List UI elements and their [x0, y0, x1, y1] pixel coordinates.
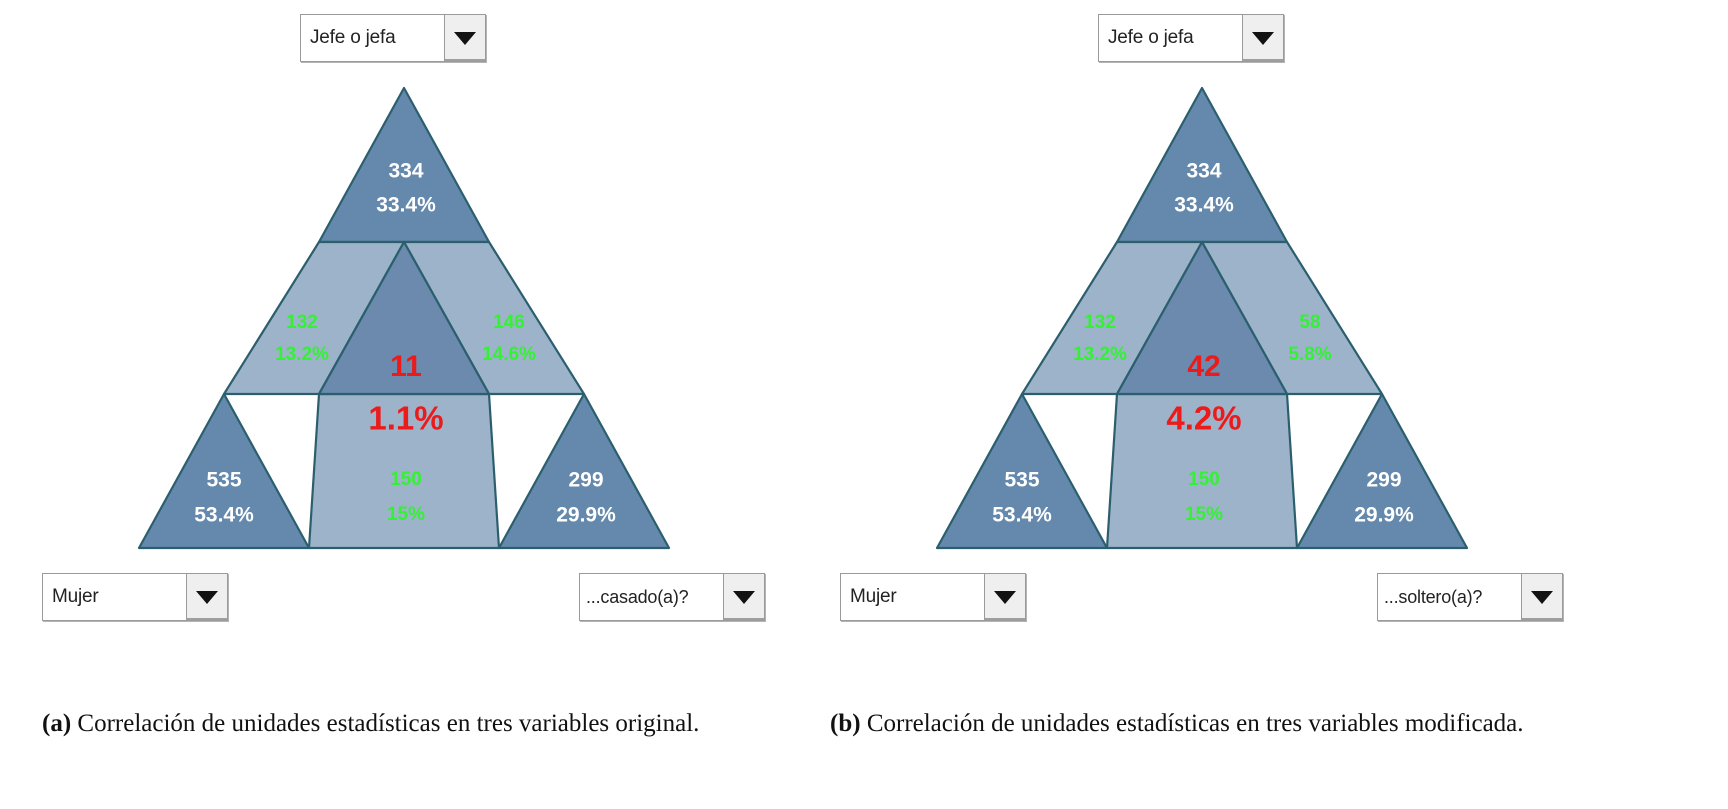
- region-bottom-right-a: [497, 392, 671, 550]
- caption-b-text: Correlación de unidades estadísticas en …: [860, 710, 1524, 737]
- label-top-percent-b: 33.4%: [1174, 194, 1234, 217]
- chevron-down-icon: [196, 590, 218, 604]
- chevron-down-icon: [1531, 590, 1553, 604]
- dropdown-top-b-button[interactable]: [1242, 15, 1283, 61]
- caption-b-marker: (b): [830, 710, 861, 737]
- chevron-down-icon: [733, 590, 755, 604]
- caption-a-text: Correlación de unidades estadísticas en …: [71, 710, 700, 737]
- region-bottom-right-b: [1295, 392, 1469, 550]
- dropdown-bottom-right-a-button[interactable]: [723, 574, 764, 620]
- label-bottom-right-count-a: 299: [568, 469, 603, 492]
- label-bottom-left-percent-b: 53.4%: [992, 504, 1052, 527]
- label-bottom-overlap-count-a: 150: [390, 469, 422, 490]
- label-bottom-right-percent-a: 29.9%: [556, 504, 616, 527]
- dropdown-bottom-left-a-value: Mujer: [52, 586, 99, 607]
- caption-b: (b) Correlación de unidades estadísticas…: [830, 708, 1542, 740]
- label-center-count-b: 42: [1187, 350, 1220, 383]
- figure-a: Jefe o jefa: [14, 0, 826, 809]
- dropdown-bottom-left-b-value: Mujer: [850, 586, 897, 607]
- dropdown-bottom-left-a-button[interactable]: [186, 574, 227, 620]
- label-bottom-right-count-b: 299: [1366, 469, 1401, 492]
- label-center-percent-b: 4.2%: [1166, 400, 1241, 437]
- label-left-overlap-percent-a: 13.2%: [275, 344, 329, 365]
- dropdown-top-a-value: Jefe o jefa: [310, 27, 396, 48]
- venn-triangle-b-svg: 334 33.4% 132 13.2% 58 5.8% 42 4.2% 535 …: [935, 86, 1469, 550]
- label-bottom-left-count-b: 535: [1004, 469, 1039, 492]
- chevron-down-icon: [454, 31, 476, 45]
- dropdown-bottom-left-b[interactable]: Mujer: [840, 573, 1026, 621]
- label-bottom-overlap-percent-b: 15%: [1185, 504, 1223, 525]
- label-bottom-overlap-count-b: 150: [1188, 469, 1220, 490]
- region-bottom-left-a: [137, 392, 311, 550]
- dropdown-bottom-right-a-value: ...casado(a)?: [586, 586, 689, 607]
- label-top-count-a: 334: [388, 160, 423, 183]
- dropdown-bottom-right-b-value: ...soltero(a)?: [1384, 586, 1483, 607]
- label-top-percent-a: 33.4%: [376, 194, 436, 217]
- dropdown-top-a[interactable]: Jefe o jefa: [300, 14, 486, 62]
- dropdown-bottom-right-b-button[interactable]: [1521, 574, 1562, 620]
- label-bottom-overlap-percent-a: 15%: [387, 504, 425, 525]
- venn-triangle-a: 334 33.4% 132 13.2% 146 14.6% 11 1.1% 53…: [124, 80, 684, 560]
- region-bottom-left-b: [935, 392, 1109, 550]
- label-left-overlap-count-b: 132: [1084, 312, 1116, 333]
- label-center-count-a: 11: [390, 350, 422, 383]
- label-bottom-right-percent-b: 29.9%: [1354, 504, 1414, 527]
- dropdown-top-b[interactable]: Jefe o jefa: [1098, 14, 1284, 62]
- dropdown-bottom-right-a[interactable]: ...casado(a)?: [579, 573, 765, 621]
- dropdown-bottom-right-b[interactable]: ...soltero(a)?: [1377, 573, 1563, 621]
- label-right-overlap-count-b: 58: [1299, 312, 1320, 333]
- label-bottom-left-percent-a: 53.4%: [194, 504, 254, 527]
- label-bottom-left-count-a: 535: [206, 469, 241, 492]
- label-left-overlap-percent-b: 13.2%: [1073, 344, 1127, 365]
- venn-triangle-a-svg: 334 33.4% 132 13.2% 146 14.6% 11 1.1% 53…: [137, 86, 671, 550]
- caption-a-marker: (a): [42, 710, 72, 737]
- label-right-overlap-count-a: 146: [493, 312, 525, 333]
- dropdown-top-a-button[interactable]: [444, 15, 485, 61]
- label-top-count-b: 334: [1186, 160, 1221, 183]
- venn-triangle-b: 334 33.4% 132 13.2% 58 5.8% 42 4.2% 535 …: [922, 80, 1482, 560]
- label-right-overlap-percent-b: 5.8%: [1288, 344, 1331, 365]
- region-center-a: [317, 240, 491, 396]
- label-center-percent-a: 1.1%: [368, 400, 443, 437]
- label-right-overlap-percent-a: 14.6%: [482, 344, 536, 365]
- chevron-down-icon: [1252, 31, 1274, 45]
- chevron-down-icon: [994, 590, 1016, 604]
- figure-b: Jefe o jefa 334 33.4% 132 13.2: [812, 0, 1624, 809]
- label-left-overlap-count-a: 132: [286, 312, 318, 333]
- dropdown-top-b-value: Jefe o jefa: [1108, 27, 1194, 48]
- region-center-b: [1115, 240, 1289, 396]
- dropdown-bottom-left-b-button[interactable]: [984, 574, 1025, 620]
- caption-a: (a) Correlación de unidades estadísticas…: [42, 708, 754, 740]
- dropdown-bottom-left-a[interactable]: Mujer: [42, 573, 228, 621]
